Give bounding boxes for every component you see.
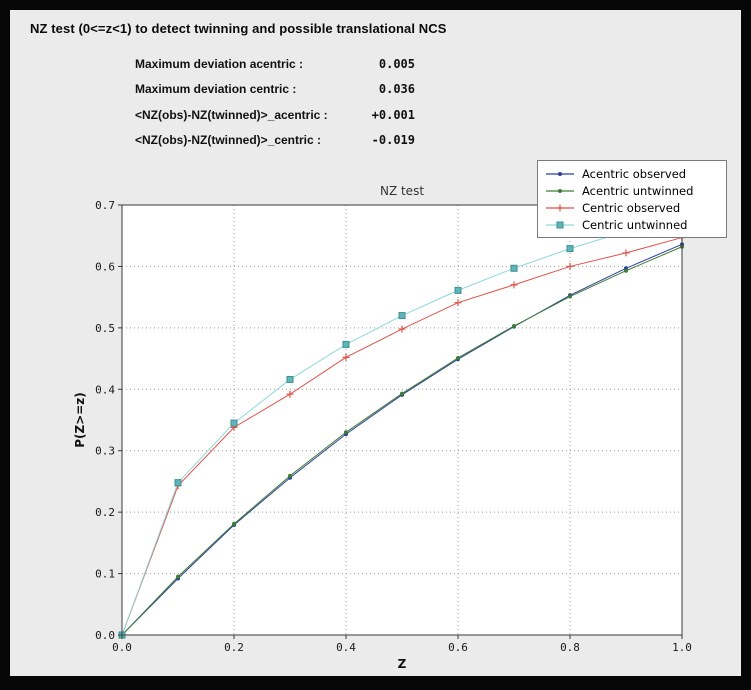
- stat-value: +0.001: [371, 107, 415, 122]
- legend-swatch-icon: [546, 204, 574, 211]
- svg-text:0.2: 0.2: [95, 506, 115, 519]
- legend-label: Centric untwinned: [582, 217, 688, 232]
- stat-value: 0.005: [378, 57, 415, 71]
- legend-item-centric-observed: Centric observed: [544, 199, 720, 216]
- chart-title: NZ test: [380, 184, 424, 198]
- svg-text:1.0: 1.0: [672, 641, 692, 654]
- svg-text:0.7: 0.7: [95, 199, 115, 212]
- stat-row: Maximum deviation centric : 0.036: [135, 82, 415, 107]
- stat-label: Maximum deviation centric :: [135, 82, 297, 97]
- axis-ticks: [118, 204, 683, 639]
- stat-row: Maximum deviation acentric : 0.005: [135, 57, 415, 82]
- svg-text:0.3: 0.3: [95, 445, 115, 458]
- plot-area: [122, 205, 682, 635]
- stat-value: -0.019: [371, 133, 415, 148]
- y-axis-label: P(Z>=z): [73, 392, 87, 448]
- legend-swatch-icon: [546, 188, 574, 193]
- plot-frame: [121, 204, 683, 636]
- svg-text:0.6: 0.6: [448, 641, 468, 654]
- plot-panel: NZ test (0<=z<1) to detect twinning and …: [10, 10, 741, 676]
- legend-swatch-icon: [546, 171, 574, 176]
- legend-label: Acentric observed: [582, 166, 687, 181]
- svg-text:0.2: 0.2: [224, 641, 244, 654]
- svg-text:0.5: 0.5: [95, 322, 115, 335]
- tick-labels: 0.0 0.2 0.4 0.6 0.8 1.0 0.0 0.1 0.2 0.3 0.4 0.5 0.6 0…: [95, 199, 692, 654]
- legend-swatch-icon: [546, 221, 574, 228]
- legend-item-acentric-untwinned: Acentric untwinned: [544, 182, 720, 199]
- legend-item-centric-untwinned: Centric untwinned: [544, 216, 720, 233]
- stat-label: Maximum deviation acentric :: [135, 57, 304, 71]
- page-title: NZ test (0<=z<1) to detect twinning and …: [30, 21, 447, 36]
- svg-text:0.0: 0.0: [112, 641, 132, 654]
- svg-text:0.8: 0.8: [560, 641, 580, 654]
- svg-text:0.0: 0.0: [95, 629, 115, 642]
- svg-text:0.1: 0.1: [95, 568, 115, 581]
- svg-text:0.6: 0.6: [95, 260, 115, 273]
- x-axis-label: Z: [398, 657, 407, 671]
- legend-label: Acentric untwinned: [582, 183, 694, 198]
- nz-test-chart: 0.0 0.2 0.4 0.6 0.8 1.0 0.0 0.1 0.2 0.3 0.4 0.5 0.6 0…: [73, 184, 692, 671]
- svg-text:0.4: 0.4: [336, 641, 356, 654]
- stat-row: <NZ(obs)-NZ(twinned)>_centric : -0.019: [135, 133, 415, 158]
- stat-label: <NZ(obs)-NZ(twinned)>_centric :: [135, 133, 322, 148]
- chart-legend: Acentric observed Acentric untwinned Centr…: [537, 160, 727, 238]
- legend-label: Centric observed: [582, 200, 681, 215]
- stat-label: <NZ(obs)-NZ(twinned)>_acentric :: [135, 107, 328, 122]
- svg-text:0.4: 0.4: [95, 383, 115, 396]
- stats-block: Maximum deviation acentric : 0.005 Maxim…: [135, 57, 415, 159]
- stat-row: <NZ(obs)-NZ(twinned)>_acentric : +0.001: [135, 108, 415, 133]
- stat-value: 0.036: [378, 82, 415, 97]
- legend-item-acentric-observed: Acentric observed: [544, 165, 720, 182]
- series-acentric-untwinned: [120, 244, 684, 637]
